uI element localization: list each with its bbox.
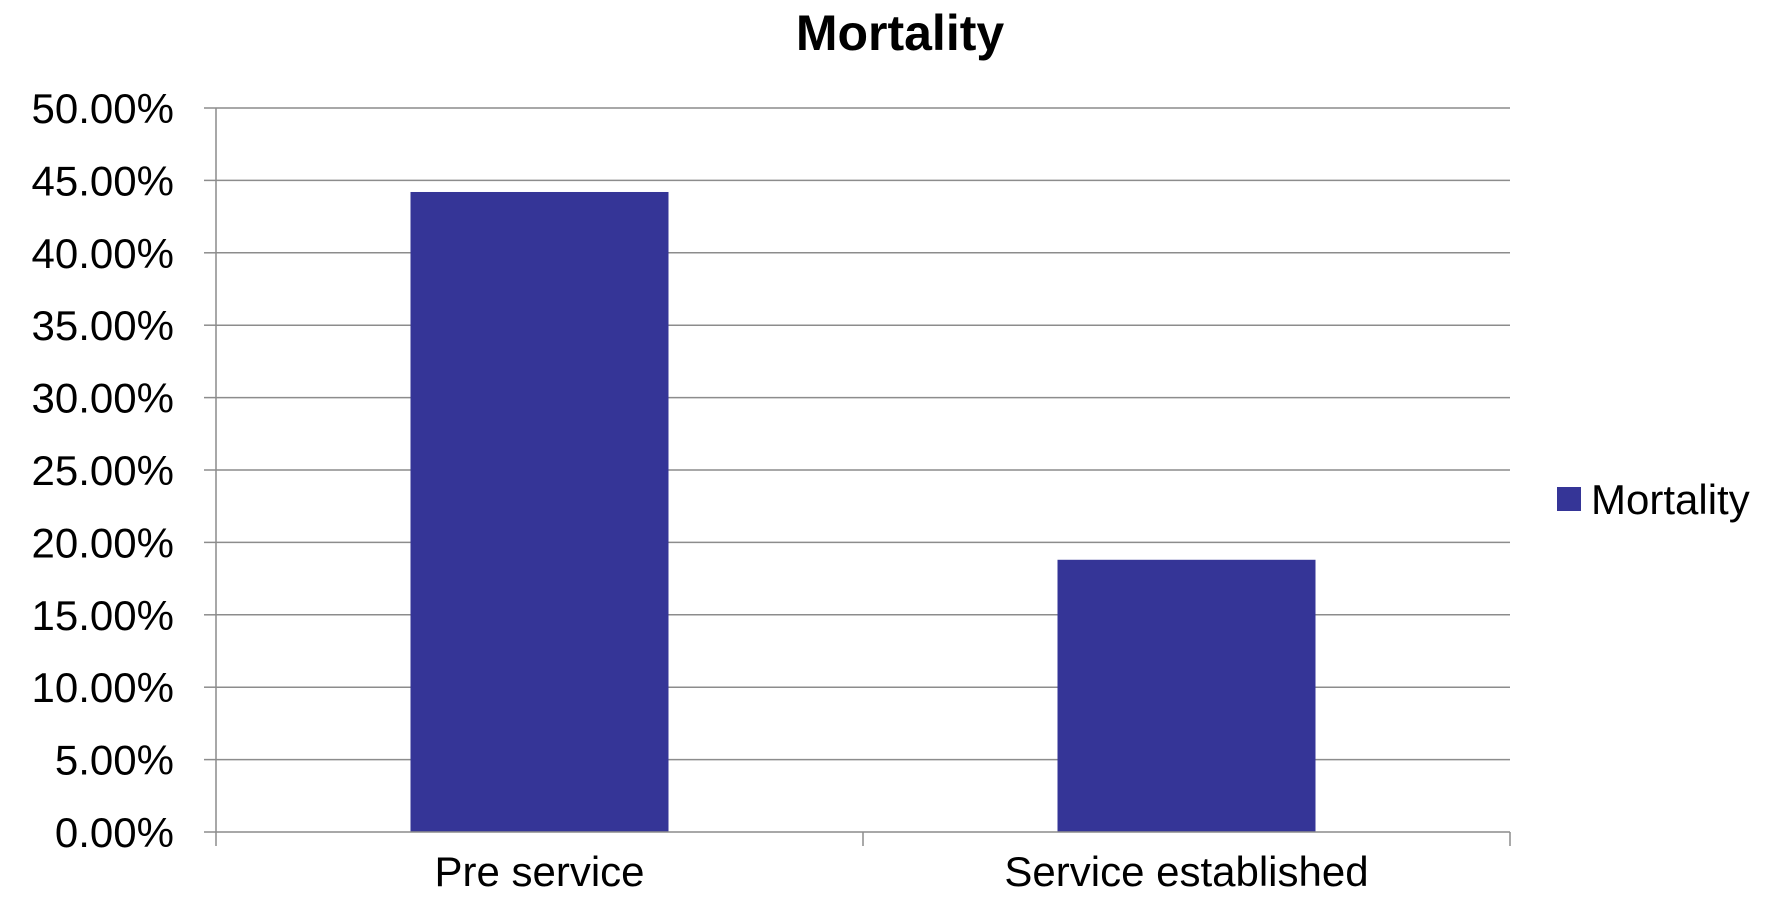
y-tick-label: 10.00% bbox=[32, 664, 174, 711]
legend: Mortality bbox=[1557, 476, 1750, 523]
y-tick-label: 40.00% bbox=[32, 230, 174, 277]
legend-swatch bbox=[1557, 487, 1581, 511]
chart-title: Mortality bbox=[796, 5, 1005, 61]
y-tick-label: 15.00% bbox=[32, 592, 174, 639]
legend-label: Mortality bbox=[1591, 476, 1750, 523]
axes bbox=[215, 108, 1511, 846]
x-tick-labels: Pre service Service established bbox=[434, 848, 1368, 895]
y-tick-label: 50.00% bbox=[32, 85, 174, 132]
y-tick-label: 5.00% bbox=[55, 737, 174, 784]
y-tick-label: 20.00% bbox=[32, 519, 174, 566]
y-tick-label: 35.00% bbox=[32, 302, 174, 349]
y-tick-label: 25.00% bbox=[32, 447, 174, 494]
y-tick-label: 0.00% bbox=[55, 809, 174, 856]
x-tick-label: Service established bbox=[1004, 848, 1368, 895]
x-tick-label: Pre service bbox=[434, 848, 644, 895]
y-tick-label: 30.00% bbox=[32, 375, 174, 422]
y-tick-labels: 0.00% 5.00% 10.00% 15.00% 20.00% 25.00% 30.00%… bbox=[32, 85, 174, 856]
bar bbox=[410, 191, 669, 832]
y-tick-label: 45.00% bbox=[32, 157, 174, 204]
bars bbox=[410, 191, 1316, 832]
bar bbox=[1057, 559, 1316, 832]
